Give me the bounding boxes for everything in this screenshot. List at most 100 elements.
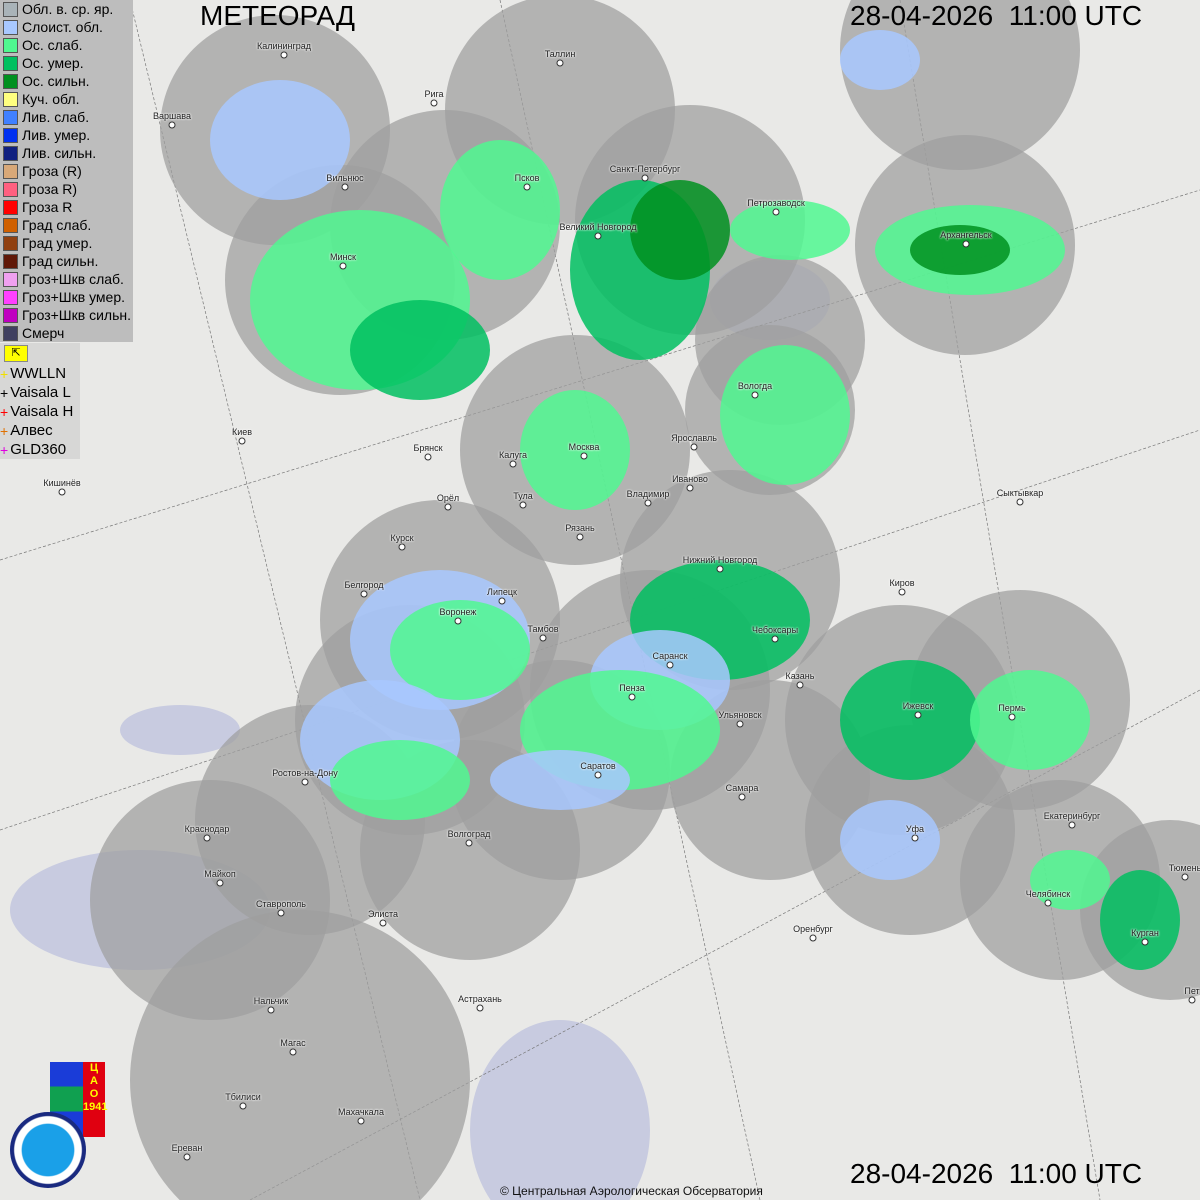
legend-label: Гроз+Шкв сильн. — [22, 307, 131, 323]
city-label: Киров — [889, 578, 915, 588]
precip-area — [1030, 850, 1110, 910]
city-label: Иваново — [672, 474, 708, 484]
legend-item: Гроза R — [0, 198, 133, 216]
legend-swatch — [3, 73, 18, 89]
city-label: Таллин — [544, 49, 576, 59]
lightning-source[interactable]: + WWLLN — [0, 364, 80, 383]
city-label: Пермь — [998, 703, 1026, 713]
city-label: Ростов-на-Дону — [272, 768, 338, 778]
lightning-legend: ⇱ + WWLLN + Vaisala L + Vaisala H + Алвес + GLD36… — [0, 343, 80, 459]
city-label: Вильнюс — [326, 173, 364, 183]
legend-swatch — [3, 253, 18, 269]
city-marker — [301, 778, 309, 786]
city-label: Воронеж — [439, 607, 477, 617]
legend-item: Гроза (R) — [0, 162, 133, 180]
city-label: Саранск — [652, 651, 688, 661]
lightning-source[interactable]: + Vaisala L — [0, 383, 80, 402]
city-marker — [594, 232, 602, 240]
lightning-source[interactable]: + Vaisala H — [0, 402, 80, 421]
precip-area — [210, 80, 350, 200]
city-marker — [666, 661, 674, 669]
lightning-label: Алвес — [10, 422, 53, 439]
lightning-cross-icon: + — [0, 384, 9, 401]
precip-area — [720, 345, 850, 485]
precip-area — [390, 600, 530, 700]
lightning-toggle-button[interactable]: ⇱ — [4, 345, 28, 362]
legend-item: Куч. обл. — [0, 90, 133, 108]
legend-label: Град сильн. — [22, 253, 99, 269]
city-marker — [736, 720, 744, 728]
precip-area — [630, 180, 730, 280]
city-label: Липецк — [487, 587, 517, 597]
radar-circle — [130, 910, 470, 1200]
city-label: Владимир — [626, 489, 670, 499]
legend-label: Град умер. — [22, 235, 93, 251]
city-label: Екатеринбург — [1043, 811, 1101, 821]
city-label: Курск — [390, 533, 414, 543]
city-label: Чебоксары — [751, 625, 799, 635]
precip-area — [970, 670, 1090, 770]
city-marker — [641, 174, 649, 182]
city-marker — [239, 1102, 247, 1110]
precip-area — [330, 740, 470, 820]
city-label: Курган — [1131, 928, 1159, 938]
legend-item: Гроз+Шкв слаб. — [0, 270, 133, 288]
legend-item: Слоист. обл. — [0, 18, 133, 36]
lightning-source[interactable]: + GLD360 — [0, 440, 80, 459]
legend-item: Град слаб. — [0, 216, 133, 234]
city-label: Челябинск — [1025, 889, 1071, 899]
city-marker — [341, 183, 349, 191]
city-marker — [690, 443, 698, 451]
city-label: Нижний Новгород — [682, 555, 758, 565]
city-marker — [289, 1048, 297, 1056]
city-label: Тюмень — [1168, 863, 1200, 873]
city-marker — [357, 1117, 365, 1125]
city-label: Варшава — [153, 111, 191, 121]
precip-area — [840, 660, 980, 780]
legend-label: Смерч — [22, 325, 65, 341]
legend-label: Ос. слаб. — [22, 37, 83, 53]
precip-area — [440, 140, 560, 280]
legend-label: Гроза R) — [22, 181, 78, 197]
legend-item: Гроз+Шкв умер. — [0, 288, 133, 306]
legend-label: Ос. умер. — [22, 55, 84, 71]
city-marker — [424, 453, 432, 461]
city-marker — [628, 693, 636, 701]
city-label: Орёл — [436, 493, 460, 503]
legend-swatch — [3, 19, 18, 35]
city-label: Элиста — [368, 909, 398, 919]
city-marker — [898, 588, 906, 596]
city-label: Рига — [424, 89, 444, 99]
legend-swatch — [3, 217, 18, 233]
lightning-label: GLD360 — [10, 441, 67, 458]
legend-swatch — [3, 325, 18, 341]
legend-label: Гроза R — [22, 199, 73, 215]
city-marker — [738, 793, 746, 801]
precip-area — [350, 300, 490, 400]
city-marker — [454, 617, 462, 625]
city-marker — [203, 834, 211, 842]
city-marker — [796, 681, 804, 689]
city-label: Киев — [231, 427, 253, 437]
city-marker — [686, 484, 694, 492]
precip-area — [490, 750, 630, 810]
lightning-source[interactable]: + Алвес — [0, 421, 80, 440]
city-label: Минск — [330, 252, 356, 262]
legend-swatch — [3, 181, 18, 197]
city-marker — [267, 1006, 275, 1014]
city-label: Самара — [725, 783, 759, 793]
city-label: Тбилиси — [225, 1092, 261, 1102]
datetime-bottom: 28-04-2026 11:00 UTC — [850, 1158, 1143, 1189]
legend-swatch — [3, 163, 18, 179]
legend-swatch — [3, 235, 18, 251]
legend-item: Град сильн. — [0, 252, 133, 270]
city-label: Ереван — [171, 1143, 203, 1153]
city-marker — [498, 597, 506, 605]
city-label: Ульяновск — [718, 710, 762, 720]
city-label: Петрозаводск — [747, 198, 805, 208]
city-label: Тамбов — [527, 624, 559, 634]
city-marker — [1181, 873, 1189, 881]
city-label: Магас — [280, 1038, 306, 1048]
city-marker — [509, 460, 517, 468]
